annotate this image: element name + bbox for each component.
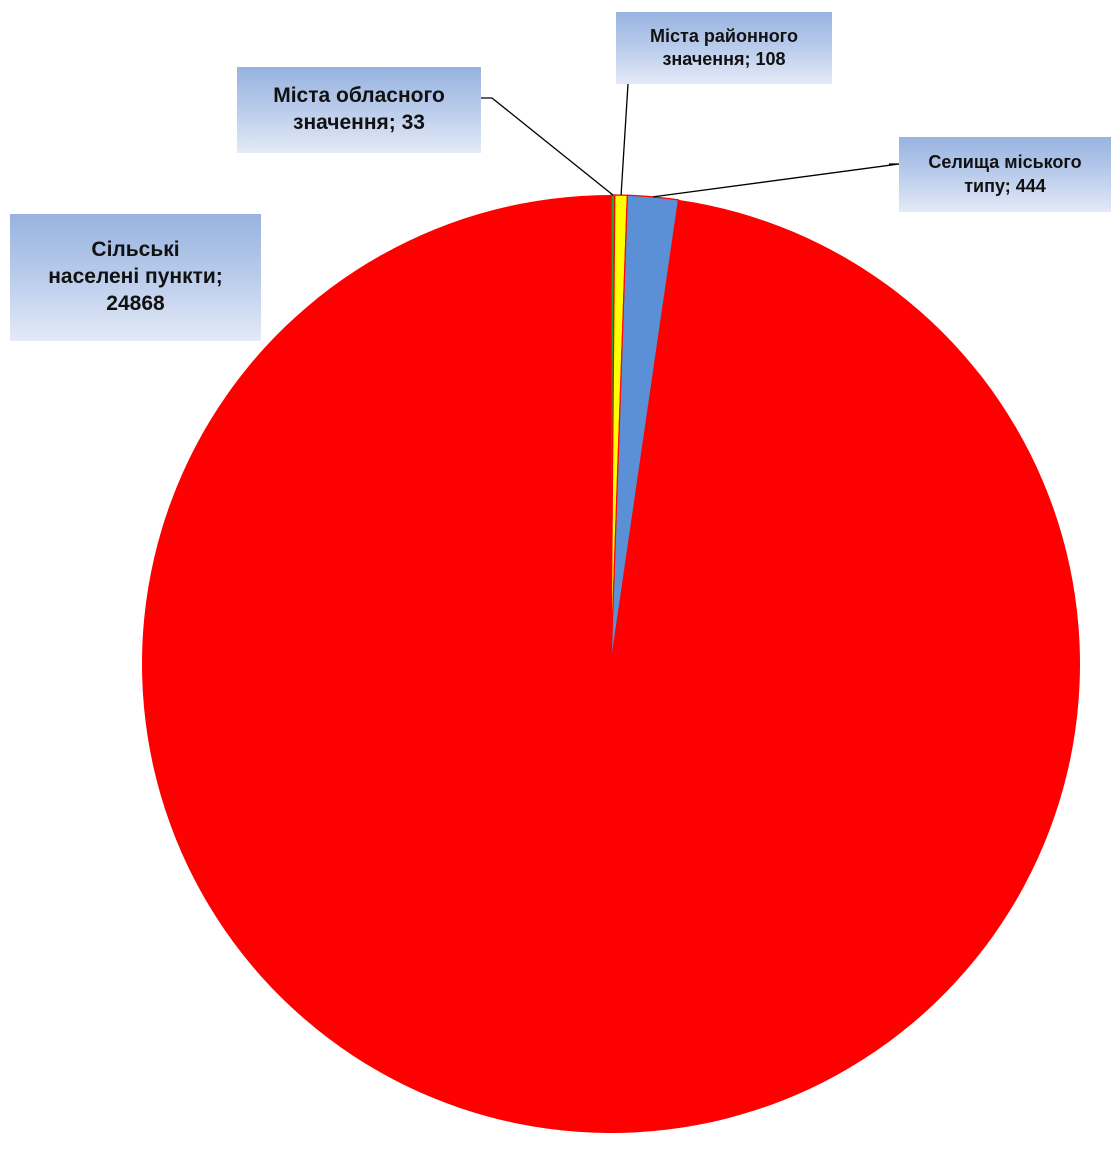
data-label-smt-line-1: Селища міського <box>928 152 1082 173</box>
leader-line-oblasni <box>481 97 614 196</box>
data-label-raionni-line-2: значення; 108 <box>662 49 786 69</box>
data-label-oblasni: Міста обласного значення; 33 <box>237 67 481 153</box>
leader-line-raionni <box>620 83 629 196</box>
data-label-oblasni-line-2: значення; 33 <box>293 111 425 134</box>
data-label-silski-line-3: 24868 <box>106 291 165 315</box>
data-label-silski-line-2: населені пункти; <box>48 265 223 289</box>
pie-slices <box>141 194 1080 1134</box>
data-label-smt: Селища міського типу; 444 <box>899 137 1111 212</box>
data-label-raionni-line-1: Міста районного <box>650 25 798 46</box>
data-label-silski: Сільські населені пункти; 24868 <box>10 214 261 341</box>
data-label-oblasni-line-1: Міста обласного <box>273 84 445 108</box>
data-label-raionni: Міста районного значення; 108 <box>616 12 832 84</box>
pie-slice-silski <box>141 195 1080 1134</box>
leader-lines <box>481 83 900 198</box>
data-label-silski-line-1: Сільські <box>91 238 180 262</box>
leader-line-smt <box>652 163 900 198</box>
data-label-smt-line-2: типу; 444 <box>964 175 1046 196</box>
pie-slice-smt <box>610 194 680 665</box>
